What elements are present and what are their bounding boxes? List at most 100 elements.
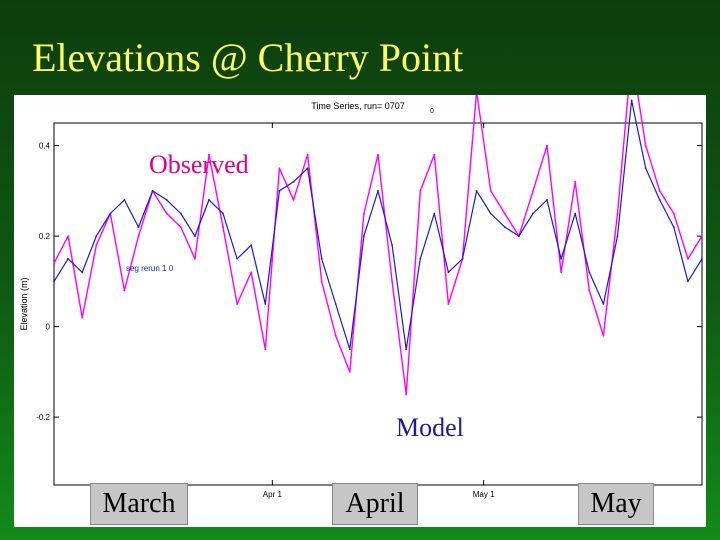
data-point-observed xyxy=(67,235,69,238)
data-point-model xyxy=(278,189,281,192)
slide-title: Elevations @ Cherry Point xyxy=(32,35,464,80)
data-point-model xyxy=(489,212,492,215)
y-tick-label: -0.2 xyxy=(36,413,50,422)
data-point-observed xyxy=(348,370,351,373)
data-point-observed xyxy=(208,153,210,156)
data-point-observed xyxy=(236,303,239,305)
data-point-model xyxy=(264,303,267,305)
data-point-model xyxy=(391,244,393,247)
data-point-observed xyxy=(672,212,675,215)
month-label-april: April xyxy=(332,483,418,525)
data-point-observed xyxy=(489,189,492,192)
data-point-model xyxy=(95,235,98,238)
data-point-observed xyxy=(658,189,661,192)
data-point-model xyxy=(644,167,647,170)
data-point-model xyxy=(334,303,337,305)
data-point-observed xyxy=(81,316,84,319)
data-point-observed xyxy=(165,212,168,215)
data-point-observed xyxy=(222,226,224,228)
data-point-model xyxy=(475,189,478,192)
data-point-model xyxy=(433,212,436,215)
series-line-model xyxy=(53,99,703,350)
data-point-model xyxy=(461,257,464,260)
data-point-observed xyxy=(179,226,182,228)
data-point-observed xyxy=(264,348,267,351)
data-point-model xyxy=(419,257,422,260)
data-point-model xyxy=(447,271,450,274)
data-point-observed xyxy=(306,153,309,156)
data-point-observed xyxy=(363,212,365,215)
observed-label: Observed xyxy=(149,150,249,179)
data-point-observed xyxy=(123,289,126,292)
data-point-model xyxy=(532,212,534,215)
data-point-model xyxy=(250,244,253,247)
data-point-model xyxy=(405,348,408,351)
data-point-model xyxy=(179,212,182,215)
data-point-observed xyxy=(447,303,450,305)
data-point-observed xyxy=(377,153,379,156)
data-point-model xyxy=(348,348,351,351)
data-point-model xyxy=(588,271,591,274)
data-point-observed xyxy=(701,235,703,238)
data-point-observed xyxy=(433,153,436,156)
data-point-observed xyxy=(320,280,323,283)
data-point-model xyxy=(236,257,239,260)
data-point-model xyxy=(546,199,548,201)
data-point-model xyxy=(137,226,140,228)
legend-label: seg rerun 1 0 xyxy=(126,264,174,273)
data-point-model xyxy=(616,235,619,238)
data-point-observed xyxy=(419,189,422,192)
month-label-march: March xyxy=(90,483,188,525)
data-point-model xyxy=(320,257,323,260)
data-point-model xyxy=(222,212,224,215)
y-tick-label: 0.4 xyxy=(39,142,51,151)
data-point-observed xyxy=(616,212,619,215)
y-tick-label: 0 xyxy=(46,323,51,332)
x-tick-label: May 1 xyxy=(473,490,495,499)
data-point-observed xyxy=(95,244,98,247)
data-point-observed xyxy=(687,257,689,260)
data-point-observed xyxy=(53,262,55,265)
x-tick-label: Apr 1 xyxy=(263,490,283,499)
data-point-observed xyxy=(644,144,647,147)
data-point-model xyxy=(151,189,154,192)
data-point-model xyxy=(602,303,605,305)
data-point-model xyxy=(630,99,633,102)
data-point-model xyxy=(165,199,168,201)
data-point-model xyxy=(517,235,520,238)
data-point-model xyxy=(292,180,295,183)
data-point-model xyxy=(377,189,379,192)
data-point-model xyxy=(701,257,703,260)
data-point-model xyxy=(687,280,689,283)
data-point-model xyxy=(67,257,69,260)
model-label: Model xyxy=(396,413,464,442)
month-label-may: May xyxy=(578,483,654,525)
chart-figure: Time Series, run= 0707 0 -0.2 0 0.2 0.4 Elevat… xyxy=(14,95,706,527)
data-point-observed xyxy=(391,280,393,283)
data-point-model xyxy=(109,212,112,215)
data-point-model xyxy=(503,226,506,228)
chart-title-subscript: 0 xyxy=(430,108,434,115)
data-point-observed xyxy=(588,289,591,292)
data-point-observed xyxy=(503,212,506,215)
y-tick-label: 0.2 xyxy=(39,232,51,241)
data-point-observed xyxy=(532,189,534,192)
data-point-observed xyxy=(292,199,295,201)
data-point-model xyxy=(193,235,196,238)
data-point-observed xyxy=(405,393,408,396)
data-point-model xyxy=(363,235,365,238)
data-point-model xyxy=(672,226,675,228)
data-point-observed xyxy=(278,167,281,170)
data-point-observed xyxy=(250,271,253,274)
data-point-model xyxy=(306,167,309,170)
data-point-observed xyxy=(334,334,337,337)
series-line-observed xyxy=(53,95,703,396)
data-point-observed xyxy=(137,235,140,238)
data-point-model xyxy=(53,280,55,283)
data-point-observed xyxy=(602,334,605,337)
data-point-model xyxy=(81,271,84,274)
data-point-model xyxy=(574,212,577,215)
data-point-model xyxy=(208,199,210,201)
chart-title: Time Series, run= 0707 xyxy=(311,101,404,111)
data-point-model xyxy=(560,257,563,260)
